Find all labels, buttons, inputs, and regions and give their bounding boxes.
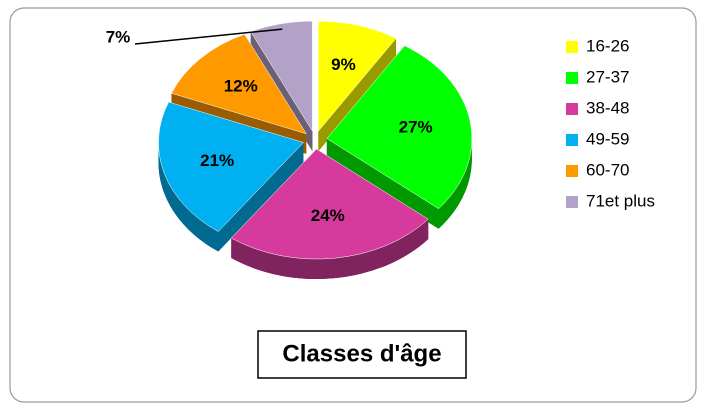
data-label: 9%	[331, 55, 356, 74]
legend-label: 16-26	[586, 36, 629, 55]
slice-side	[231, 219, 429, 280]
slice	[230, 148, 429, 260]
chart-title: Classes d'âge	[282, 340, 441, 367]
data-label: 27%	[399, 117, 433, 136]
legend-label: 49-59	[586, 129, 629, 148]
slice-wall	[318, 38, 397, 152]
legend-swatch	[566, 165, 578, 177]
legend-swatch	[566, 196, 578, 208]
legend-label: 60-70	[586, 160, 629, 179]
legend-label: 27-37	[586, 67, 629, 86]
slice	[250, 20, 313, 132]
legend-swatch	[566, 134, 578, 146]
slice-side	[438, 138, 472, 229]
legend-label: 38-48	[586, 98, 629, 117]
data-label: 7%	[106, 27, 131, 46]
legend-label: 71et plus	[586, 191, 655, 210]
leader-line	[134, 28, 283, 45]
slice	[326, 45, 473, 210]
data-label: 12%	[224, 77, 258, 96]
data-label: 21%	[200, 151, 234, 170]
data-label: 24%	[311, 206, 345, 225]
legend-swatch	[566, 72, 578, 84]
title-box	[257, 330, 467, 379]
legend-swatch	[566, 41, 578, 53]
slice	[158, 101, 304, 232]
slice-wall	[326, 138, 439, 229]
slice	[318, 20, 397, 132]
slice	[171, 33, 307, 135]
slice-wall	[218, 142, 304, 252]
slice-side	[158, 142, 219, 252]
legend-swatch	[566, 103, 578, 115]
